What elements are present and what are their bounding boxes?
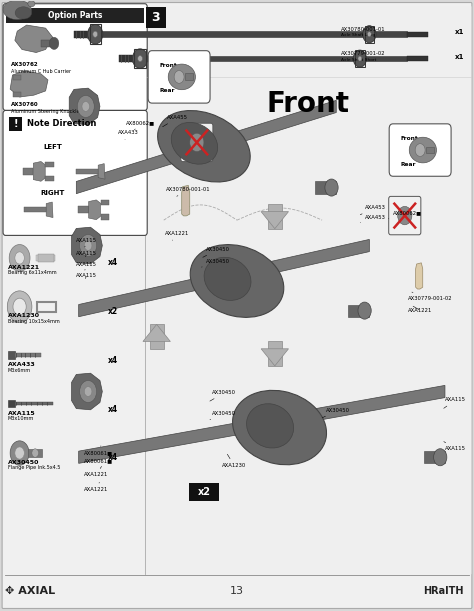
- Bar: [100, 200, 109, 205]
- Text: Front: Front: [266, 90, 349, 119]
- Circle shape: [174, 70, 184, 83]
- Text: Front: Front: [400, 136, 418, 141]
- Circle shape: [93, 31, 98, 37]
- Bar: [45, 161, 54, 167]
- Polygon shape: [261, 211, 289, 229]
- Ellipse shape: [15, 7, 32, 19]
- FancyBboxPatch shape: [181, 123, 213, 162]
- Bar: [150, 324, 164, 349]
- Text: AX30779-001-02: AX30779-001-02: [408, 292, 453, 301]
- Bar: [6, 8, 144, 23]
- Ellipse shape: [233, 390, 327, 465]
- Bar: [41, 40, 53, 47]
- Text: AXA1221: AXA1221: [164, 231, 189, 240]
- Circle shape: [84, 241, 92, 251]
- Circle shape: [7, 291, 32, 323]
- Text: AX30450: AX30450: [203, 247, 230, 257]
- Text: x4: x4: [108, 453, 118, 463]
- Ellipse shape: [168, 64, 195, 90]
- Circle shape: [415, 144, 425, 156]
- Text: Axle Shaft Long: Axle Shaft Long: [341, 34, 375, 37]
- Ellipse shape: [246, 404, 293, 448]
- Text: AXA115: AXA115: [8, 411, 36, 416]
- Circle shape: [15, 252, 24, 264]
- Polygon shape: [69, 88, 100, 125]
- Circle shape: [133, 49, 148, 68]
- Text: AX30450: AX30450: [210, 411, 237, 420]
- Text: AXA115: AXA115: [76, 251, 97, 257]
- Bar: [407, 32, 428, 37]
- Text: AXA455: AXA455: [163, 115, 188, 126]
- Text: x4: x4: [108, 356, 118, 365]
- Circle shape: [77, 95, 94, 117]
- Bar: [15, 402, 53, 406]
- Text: 13: 13: [230, 586, 244, 596]
- Circle shape: [9, 244, 30, 271]
- Circle shape: [10, 441, 29, 465]
- Ellipse shape: [398, 207, 412, 225]
- Text: AX80061■: AX80061■: [84, 446, 113, 456]
- Text: Bearing 10x15x4mm: Bearing 10x15x4mm: [8, 319, 60, 324]
- Polygon shape: [46, 202, 53, 218]
- Bar: [268, 342, 282, 366]
- Text: x1: x1: [455, 54, 464, 60]
- Circle shape: [84, 387, 92, 397]
- Bar: [135, 49, 146, 68]
- Circle shape: [434, 448, 447, 466]
- Text: x4: x4: [108, 404, 118, 414]
- Text: AXA115: AXA115: [76, 273, 97, 279]
- Text: AXA453: AXA453: [360, 214, 385, 223]
- Text: M3x6mm: M3x6mm: [8, 368, 31, 373]
- Text: HRaITH: HRaITH: [423, 586, 464, 596]
- Text: AX30450: AX30450: [210, 390, 237, 401]
- Circle shape: [80, 381, 97, 403]
- Text: Aluminum C Hub Carrier: Aluminum C Hub Carrier: [11, 69, 71, 74]
- Text: AX30450: AX30450: [322, 408, 350, 418]
- Text: AXA115: AXA115: [444, 442, 466, 452]
- Text: AX30760: AX30760: [11, 102, 39, 107]
- Circle shape: [49, 37, 59, 49]
- Polygon shape: [79, 240, 369, 316]
- Circle shape: [358, 56, 362, 61]
- Text: AXA433: AXA433: [8, 362, 36, 367]
- Bar: [407, 56, 428, 61]
- Circle shape: [358, 302, 371, 319]
- Circle shape: [13, 298, 26, 315]
- Bar: [315, 181, 336, 194]
- Text: AX30450: AX30450: [8, 459, 39, 465]
- Bar: [146, 7, 165, 28]
- Text: 3: 3: [151, 11, 160, 24]
- Text: Note Direction: Note Direction: [27, 119, 96, 128]
- Polygon shape: [10, 71, 48, 97]
- Text: LEFT: LEFT: [43, 144, 62, 150]
- Bar: [268, 204, 282, 229]
- Bar: [355, 50, 365, 67]
- Text: AXA115: AXA115: [76, 262, 97, 270]
- Bar: [15, 353, 41, 357]
- Bar: [426, 147, 434, 153]
- FancyBboxPatch shape: [145, 6, 472, 574]
- Ellipse shape: [204, 257, 251, 301]
- Ellipse shape: [3, 0, 31, 20]
- Text: x2: x2: [108, 307, 118, 316]
- Text: AXA115: AXA115: [444, 398, 466, 408]
- Polygon shape: [182, 185, 190, 216]
- Text: AX30780-001-01: AX30780-001-01: [341, 27, 386, 32]
- Ellipse shape: [158, 111, 250, 182]
- Bar: [76, 169, 100, 174]
- Text: AX80062■: AX80062■: [389, 210, 422, 219]
- Circle shape: [82, 101, 90, 111]
- Text: ✥ AXIAL: ✥ AXIAL: [5, 586, 55, 596]
- Bar: [28, 448, 42, 457]
- Text: Rear: Rear: [400, 161, 416, 167]
- Bar: [184, 73, 193, 80]
- Bar: [36, 255, 55, 261]
- Bar: [9, 117, 22, 131]
- Bar: [23, 168, 33, 175]
- Bar: [45, 176, 54, 181]
- Bar: [365, 26, 374, 43]
- Bar: [74, 31, 100, 38]
- Text: AXA433: AXA433: [118, 131, 139, 140]
- Polygon shape: [72, 227, 102, 264]
